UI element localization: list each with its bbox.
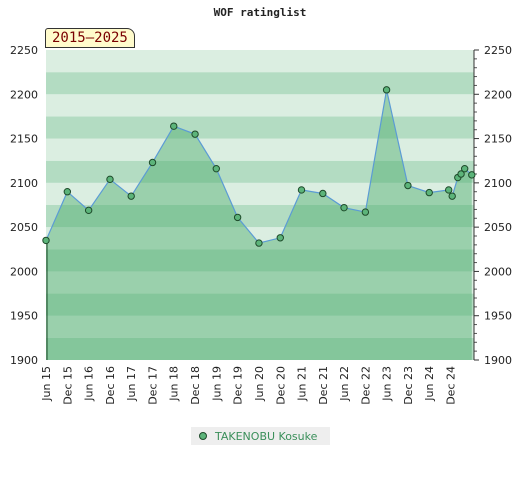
data-point xyxy=(106,175,114,184)
data-point xyxy=(233,213,242,222)
data-point xyxy=(448,192,456,200)
y-tick-label-right: 1950 xyxy=(484,310,512,323)
background-bands xyxy=(46,50,474,360)
legend-label: TAKENOBU Kosuke xyxy=(215,429,318,443)
x-tick-label: Dec 19 xyxy=(232,366,245,405)
x-tick-label: Jun 18 xyxy=(168,366,181,402)
background-band xyxy=(46,138,474,161)
x-tick-label: Jun 15 xyxy=(40,366,53,402)
data-point xyxy=(468,171,476,179)
chart-title: WOF ratinglist xyxy=(213,6,307,19)
background-band xyxy=(46,160,474,183)
data-point xyxy=(276,234,284,242)
x-tick-label: Jun 17 xyxy=(125,366,138,402)
x-tick-label: Jun 21 xyxy=(295,366,308,402)
x-tick-label: Dec 20 xyxy=(274,366,287,405)
background-band xyxy=(46,293,474,316)
background-band xyxy=(46,337,474,360)
background-band xyxy=(46,116,474,139)
data-point xyxy=(319,189,327,198)
y-tick-label-right: 2250 xyxy=(484,44,512,57)
data-point xyxy=(212,164,220,173)
x-tick-label: Dec 15 xyxy=(61,366,74,405)
data-point xyxy=(425,188,433,197)
background-band xyxy=(46,94,474,117)
y-tick-label-right: 1900 xyxy=(484,354,512,367)
data-point xyxy=(84,206,93,215)
data-point xyxy=(382,86,391,94)
data-point xyxy=(63,188,72,196)
y-tick-label-left: 1900 xyxy=(10,354,38,367)
x-tick-label: Dec 17 xyxy=(147,366,160,405)
data-point xyxy=(297,186,306,194)
data-point xyxy=(148,158,157,167)
y-tick-label-left: 2000 xyxy=(10,265,38,278)
data-point xyxy=(255,239,263,247)
data-point xyxy=(445,186,453,194)
data-point xyxy=(460,164,469,173)
y-tick-label-right: 2200 xyxy=(484,88,512,101)
x-tick-label: Dec 23 xyxy=(402,366,415,405)
data-point xyxy=(457,170,465,178)
x-tick-label: Jun 22 xyxy=(338,366,351,402)
x-tick-label: Dec 22 xyxy=(359,366,372,405)
data-point xyxy=(191,130,199,138)
data-marks xyxy=(42,86,476,247)
data-point xyxy=(127,192,135,200)
y-tick-label-right: 2000 xyxy=(484,265,512,278)
x-tick-label: Jun 16 xyxy=(83,366,96,402)
y-tick-label-right: 2150 xyxy=(484,133,512,146)
y-tick-label-left: 1950 xyxy=(10,310,38,323)
series-area xyxy=(46,89,472,360)
data-point xyxy=(42,236,50,245)
y-tick-label-left: 2200 xyxy=(10,88,38,101)
y-tick-label-left: 2150 xyxy=(10,133,38,146)
data-point xyxy=(404,181,412,190)
x-tick-label: Jun 20 xyxy=(253,366,266,402)
y-tick-label-left: 2250 xyxy=(10,44,38,57)
x-tick-label: Dec 18 xyxy=(189,366,202,405)
x-tick-label: Jun 24 xyxy=(423,366,436,402)
x-tick-label: Jun 23 xyxy=(381,366,394,402)
y-tick-label-right: 2100 xyxy=(484,177,512,190)
background-band xyxy=(46,271,474,294)
axes: 1900 1900 1950 1950 2000 2000 2050 2050 2100 2100… xyxy=(10,44,512,405)
data-point xyxy=(170,122,178,130)
background-band xyxy=(46,249,474,272)
x-tick-label: Jun 19 xyxy=(210,366,223,402)
background-band xyxy=(46,227,474,250)
background-band xyxy=(46,50,474,73)
date-range-badge: 2015–2025 xyxy=(45,28,135,48)
x-tick-label: Dec 24 xyxy=(445,366,458,405)
legend[interactable]: TAKENOBU Kosuke xyxy=(191,427,330,445)
x-tick-label: Dec 21 xyxy=(317,366,330,405)
background-band xyxy=(46,72,474,95)
y-tick-label-left: 2100 xyxy=(10,177,38,190)
legend-marker-icon xyxy=(199,432,207,440)
y-tick-label-right: 2050 xyxy=(484,221,512,234)
y-tick-label-left: 2050 xyxy=(10,221,38,234)
background-band xyxy=(46,315,474,338)
data-point xyxy=(361,208,370,216)
x-tick-label: Dec 16 xyxy=(104,366,117,405)
data-point xyxy=(340,203,348,212)
